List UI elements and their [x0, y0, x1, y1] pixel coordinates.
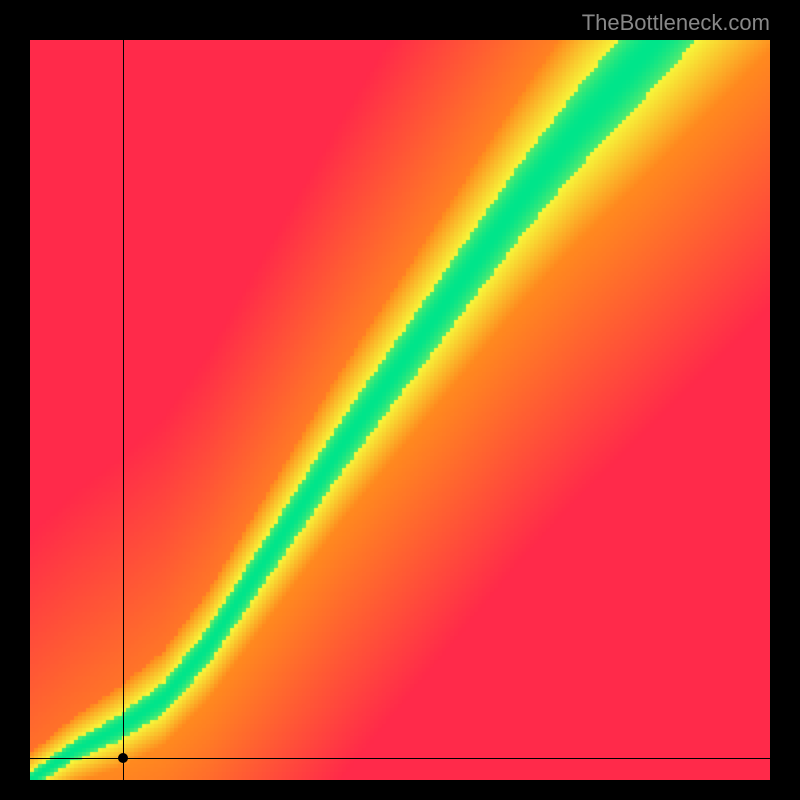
heatmap-plot — [30, 40, 770, 780]
crosshair-horizontal-line — [30, 758, 770, 759]
watermark-text: TheBottleneck.com — [582, 10, 770, 36]
crosshair-vertical-line — [123, 40, 124, 780]
heatmap-canvas — [30, 40, 770, 780]
crosshair-marker — [118, 753, 128, 763]
